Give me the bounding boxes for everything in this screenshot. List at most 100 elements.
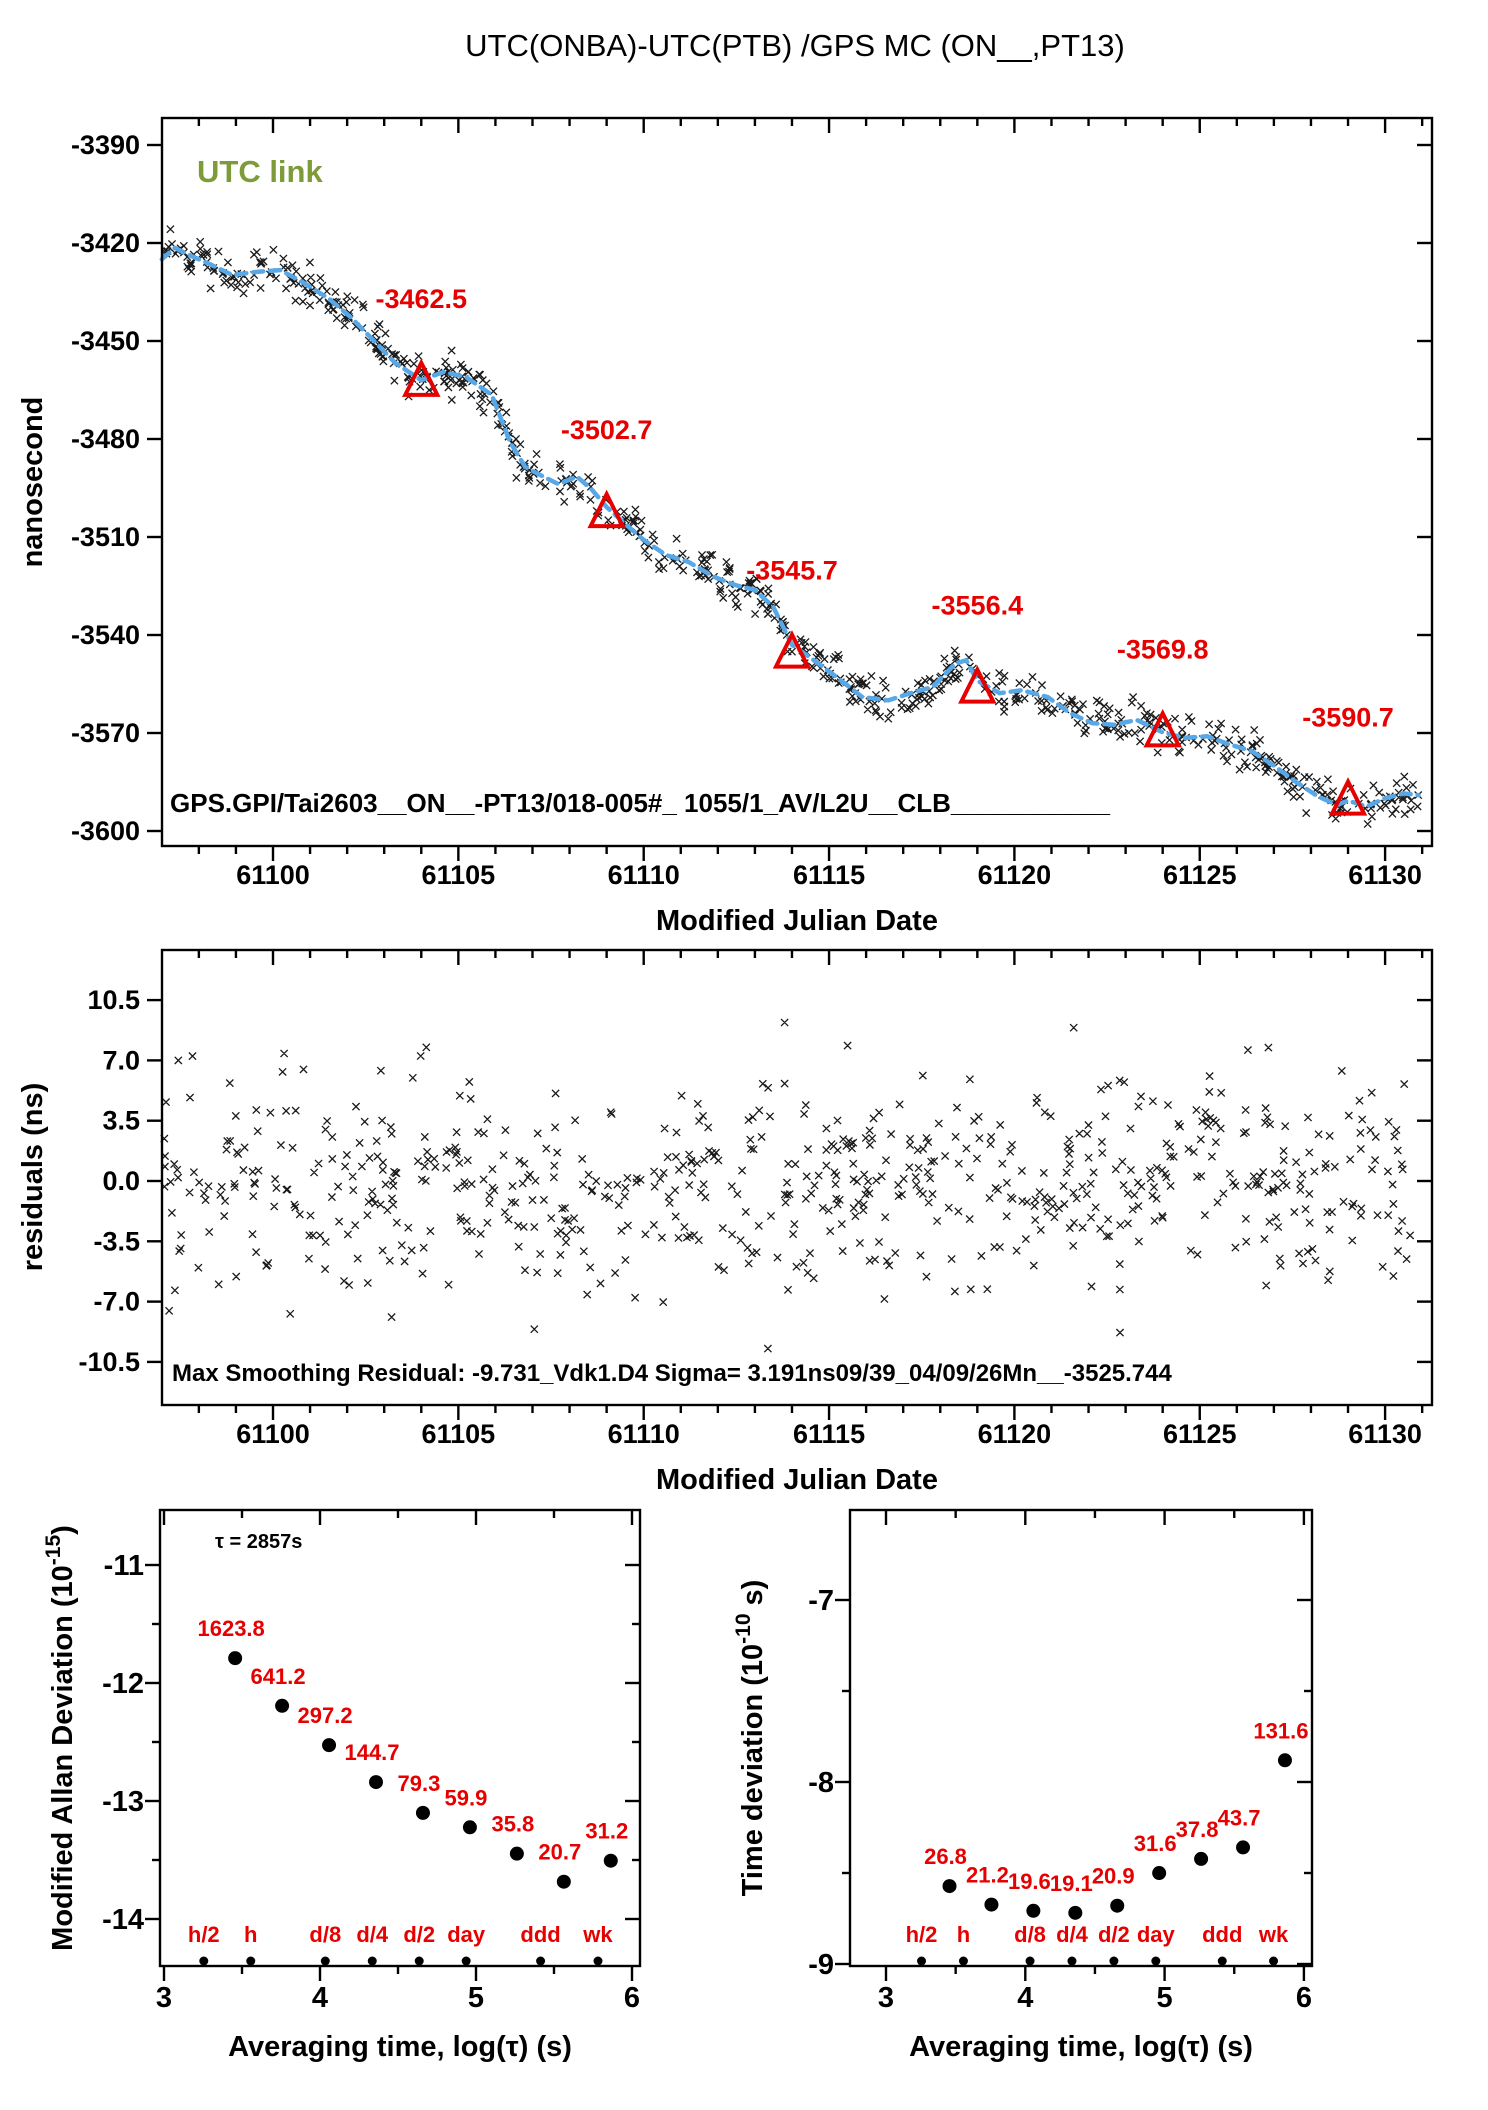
tick-label: 3.5 xyxy=(102,1106,140,1136)
time-scale-dot xyxy=(1151,1956,1161,1966)
deviation-value-label: 641.2 xyxy=(251,1664,306,1689)
time-scale-dot xyxy=(1109,1956,1119,1966)
deviation-point xyxy=(1026,1903,1041,1918)
deviation-point xyxy=(556,1874,571,1889)
tick-label: 61130 xyxy=(1348,860,1422,890)
deviation-value-label: 31.2 xyxy=(585,1819,628,1844)
x-axis-title-mjd-top: Modified Julian Date xyxy=(656,905,938,937)
tick-label: -3.5 xyxy=(93,1226,140,1256)
x-axis-title-avgtime-left: Averaging time, log(τ) (s) xyxy=(228,2031,572,2063)
tick-label: -9 xyxy=(808,1949,834,1981)
tick-label: 4 xyxy=(1017,1982,1033,2014)
tick-label: 61110 xyxy=(608,860,680,890)
deviation-point xyxy=(1277,1753,1292,1768)
tick-label: 6 xyxy=(1296,1982,1312,2014)
deviation-value-label: 35.8 xyxy=(491,1812,534,1837)
deviation-value-label: 131.6 xyxy=(1253,1718,1308,1743)
deviation-point xyxy=(1152,1866,1167,1881)
tick-label: -3390 xyxy=(71,130,140,160)
deviation-value-label: 20.7 xyxy=(538,1840,581,1865)
deviation-point xyxy=(415,1805,430,1820)
tick-label: 10.5 xyxy=(87,985,140,1015)
pivot-label: -3462.5 xyxy=(375,284,467,314)
time-scale-label: d/8 xyxy=(309,1922,341,1947)
tick-label: 61115 xyxy=(793,860,865,890)
tick-label: -3540 xyxy=(71,620,140,650)
pivot-triangle xyxy=(402,358,441,397)
time-scale-label: day xyxy=(447,1922,486,1947)
pivot-label: -3556.4 xyxy=(932,591,1024,621)
x-axis-title-avgtime-right: Averaging time, log(τ) (s) xyxy=(909,2031,1253,2063)
deviation-value-label: 31.6 xyxy=(1134,1831,1177,1856)
pivot-triangle xyxy=(587,489,626,529)
time-scale-label: day xyxy=(1137,1922,1176,1947)
time-scale-dot xyxy=(1269,1956,1279,1966)
residual-scatter xyxy=(160,1018,1415,1353)
time-scale-dot xyxy=(414,1956,424,1966)
residual-annotation: Max Smoothing Residual: -9.731_Vdk1.D4 S… xyxy=(172,1360,1172,1387)
deviation-point xyxy=(942,1879,957,1894)
tick-label: 5 xyxy=(468,1982,484,2014)
tick-label: 61120 xyxy=(978,1419,1052,1449)
y-axis-title-residuals: residuals (ns) xyxy=(17,1083,49,1272)
tick-label: 61100 xyxy=(236,1419,310,1449)
time-scale-label: d/2 xyxy=(1098,1922,1130,1947)
deviation-value-label: 144.7 xyxy=(344,1740,399,1765)
deviation-value-label: 37.8 xyxy=(1176,1817,1219,1842)
panel-residuals: 61100 61105 61110 61115 61120 61125 61130 10.5 7… xyxy=(78,948,1434,1449)
tick-label: -12 xyxy=(102,1668,144,1700)
tick-label: 61120 xyxy=(978,860,1052,890)
tick-label: -3570 xyxy=(71,718,140,748)
deviation-point xyxy=(462,1820,477,1835)
tick-label: 6 xyxy=(624,1982,640,2014)
utc-link-label: UTC link xyxy=(197,154,323,189)
pivot-label: -3569.8 xyxy=(1117,634,1209,664)
tick-label: 61100 xyxy=(236,860,310,890)
tick-label: -3600 xyxy=(71,816,140,846)
deviation-point xyxy=(369,1775,384,1790)
time-scale-label: h/2 xyxy=(906,1922,938,1947)
y-axis-title-nanosecond: nanosecond xyxy=(17,397,49,568)
panel-utc-link: -3462.5 -3502.7 -3545.7 -3556.4 -3569.8 -3590… xyxy=(71,116,1434,890)
pivot-triangle xyxy=(1143,708,1182,748)
tick-label: 61125 xyxy=(1163,860,1237,890)
time-scale-dot xyxy=(320,1956,330,1966)
y-axis-title: Time deviation (10-10 s) xyxy=(732,1580,769,1897)
deviation-point xyxy=(984,1897,999,1912)
deviation-value-label: 43.7 xyxy=(1218,1805,1261,1830)
time-scale-dot xyxy=(536,1956,546,1966)
smoothed-line xyxy=(159,245,1421,809)
time-scale-label: ddd xyxy=(520,1922,560,1947)
deviation-value-label: 19.6 xyxy=(1008,1869,1051,1894)
tick-label: 61105 xyxy=(422,1419,496,1449)
deviation-value-label: 26.8 xyxy=(924,1844,967,1869)
y-axis-title: Modified Allan Deviation (10-15) xyxy=(42,1525,79,1951)
time-scale-dot xyxy=(1025,1956,1035,1966)
time-scale-label: d/4 xyxy=(356,1922,389,1947)
panel-mdev: 3 4 5 6 -11 -12 -13 -14 1623.8 641.2 297.2 144.7 79.… xyxy=(42,1508,642,2014)
tick-label: 61110 xyxy=(608,1419,680,1449)
time-scale-label: d/2 xyxy=(403,1922,435,1947)
tick-label: 3 xyxy=(156,1982,172,2014)
time-scale-label: h/2 xyxy=(188,1922,220,1947)
time-scale-dot xyxy=(917,1956,927,1966)
x-axis-title-mjd-mid: Modified Julian Date xyxy=(656,1464,938,1496)
figure-title: UTC(ONBA)-UTC(PTB) /GPS MC (ON__,PT13) xyxy=(465,28,1125,63)
time-scale-label: wk xyxy=(1258,1922,1289,1947)
time-scale-dot xyxy=(1067,1956,1077,1966)
time-scale-dot xyxy=(461,1956,471,1966)
deviation-point xyxy=(603,1853,618,1868)
pivot-triangle xyxy=(958,665,997,704)
tau-annotation: τ = 2857s xyxy=(215,1531,302,1553)
tick-label: -3510 xyxy=(71,522,140,552)
tick-label: -3450 xyxy=(71,326,140,356)
tick-label: -3480 xyxy=(71,424,140,454)
measurement-scatter xyxy=(161,225,1423,829)
deviation-value-label: 20.9 xyxy=(1092,1864,1135,1889)
time-scale-label: d/4 xyxy=(1056,1922,1089,1947)
deviation-value-label: 1623.8 xyxy=(197,1616,264,1641)
deviation-point xyxy=(1194,1851,1209,1866)
tick-label: -8 xyxy=(808,1767,834,1799)
